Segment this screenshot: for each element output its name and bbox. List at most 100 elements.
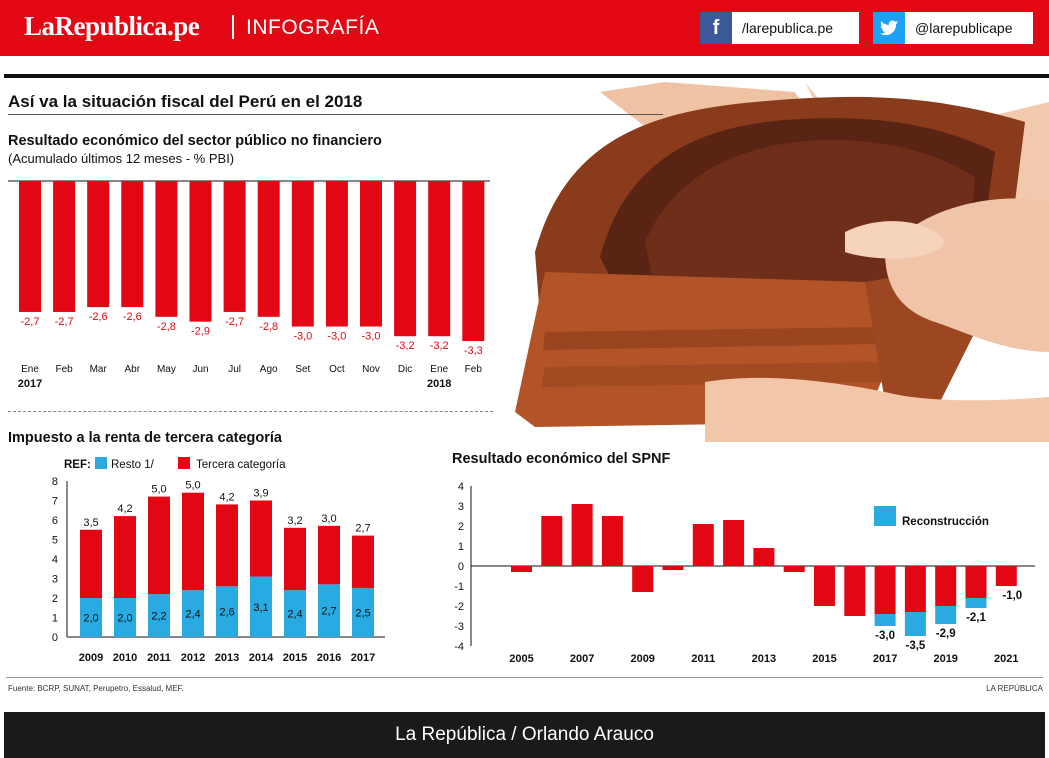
chart1-bar [53, 181, 76, 312]
chart1-bar [19, 181, 41, 312]
chart3-x-tick: 2005 [509, 653, 533, 665]
chart1-bar [121, 181, 144, 308]
chart2-legend-resto: Resto 1/ [111, 459, 155, 471]
chart1-bar [462, 181, 485, 342]
chart3-y-tick: -3 [454, 621, 464, 633]
chart1-month-label: Abr [125, 364, 141, 375]
chart3-bar-reconstruccion [904, 612, 926, 636]
chart1-value-label: -3,3 [464, 345, 483, 357]
chart1-bar [291, 181, 314, 327]
chart1-bar [87, 181, 110, 308]
chart3-value-label: -2,9 [936, 628, 956, 640]
chart3-x-tick: 2009 [630, 653, 654, 665]
chart3-legend-swatch [874, 506, 896, 526]
chart3-y-tick: 1 [458, 541, 464, 553]
chart2-svg: REF: Resto 1/Tercera categoría 0 1 2 3 4 5 6 7 8 2,… [52, 457, 385, 664]
chart2-label-tercera: 5,0 [185, 480, 200, 492]
source-note: Fuente: BCRP, SUNAT, Perupetro, Essalud,… [8, 684, 184, 693]
chart2-label-tercera: 4,2 [219, 491, 234, 503]
chart1-value-label: -3,0 [293, 331, 312, 343]
chart2-label-resto: 2,2 [151, 611, 166, 623]
section-divider [8, 411, 493, 412]
chart2-y-tick: 3 [52, 574, 58, 586]
top-band [4, 74, 1049, 78]
chart2-y-tick: 1 [52, 613, 58, 625]
chart3-bar-reconstruccion [874, 614, 896, 626]
chart3-bar [541, 516, 563, 566]
chart2-label-tercera: 2,7 [355, 523, 370, 535]
chart1-bar [325, 181, 348, 327]
chart1-value-label: -3,0 [362, 331, 381, 343]
chart2-bar-resto [318, 584, 340, 637]
chart3-title: Resultado económico del SPNF [452, 451, 671, 467]
chart1-bar [394, 181, 417, 337]
twitter-link[interactable]: @larepublicape [873, 12, 1033, 44]
chart1-month-label: Mar [90, 364, 108, 375]
chart2-label-resto: 2,5 [355, 608, 370, 620]
chart2-label-resto: 3,1 [253, 602, 268, 614]
chart2-x-tick: 2015 [283, 652, 307, 664]
chart3-bar [904, 566, 926, 612]
chart2-x-tick: 2009 [79, 652, 103, 664]
chart2-x-tick: 2013 [215, 652, 239, 664]
chart3-value-label: -2,1 [966, 612, 986, 624]
header-separator [232, 15, 234, 39]
chart1-title: Resultado económico del sector público n… [8, 133, 382, 149]
chart1-value-label: -2,6 [89, 311, 108, 323]
wallet-photo [515, 82, 1049, 442]
chart3-bar [753, 548, 775, 566]
chart1-month-label: Jun [192, 364, 208, 375]
chart2-label-tercera: 5,0 [151, 484, 166, 496]
chart1-month-label: Oct [329, 364, 345, 375]
footer-rule [6, 677, 1043, 678]
chart2-y-tick: 7 [52, 496, 58, 508]
chart3-bar [783, 566, 805, 572]
chart1-value-label: -2,7 [21, 316, 40, 328]
chart2-label-tercera: 3,0 [321, 513, 336, 525]
brand-logo[interactable]: LaRepublica.pe [24, 11, 200, 41]
chart3-bar [511, 566, 532, 572]
chart1-month-label: Ene [21, 364, 39, 375]
facebook-link[interactable]: f /larepublica.pe [700, 12, 859, 44]
chart2-x-tick: 2012 [181, 652, 205, 664]
chart2-label-resto: 2,7 [321, 606, 336, 618]
chart3-y-tick: 2 [458, 521, 464, 533]
chart1-month-label: Feb [55, 364, 73, 375]
chart3-y-tick: -4 [454, 641, 464, 653]
chart1-value-label: -2,8 [259, 321, 278, 333]
chart1-month-label: Nov [362, 364, 380, 375]
chart2-bar-tercera [114, 516, 136, 598]
chart3-svg: 43210-1-2-3-4Reconstrucción-3,0-3,5-2,9-… [454, 481, 1035, 665]
chart3-bar [692, 524, 714, 566]
chart3-legend-label: Reconstrucción [902, 516, 989, 528]
chart2-label-tercera: 4,2 [117, 503, 132, 515]
chart2-bar-resto [216, 586, 238, 637]
chart2-legend-prefix: REF: [64, 459, 91, 471]
chart2-bar-resto [114, 598, 136, 637]
chart2-bar-resto [148, 594, 170, 637]
chart2-bar-tercera [250, 500, 272, 577]
chart1-month-label: Ene [430, 364, 448, 375]
chart2-legend-swatch-tercera [178, 457, 190, 469]
chart2-y-tick: 5 [52, 535, 58, 547]
chart2-x-tick: 2016 [317, 652, 341, 664]
chart3-bar [814, 566, 835, 606]
chart3-bar [601, 516, 623, 566]
chart1-month-label: Feb [465, 364, 483, 375]
chart2-bar-resto [182, 590, 204, 637]
chart1-bar [155, 181, 178, 317]
chart1-value-label: -3,0 [327, 331, 346, 343]
chart2-legend-tercera: Tercera categoría [196, 459, 286, 471]
chart3-y-tick: -1 [454, 581, 464, 593]
chart3-bar [874, 566, 896, 614]
chart2-label-resto: 2,4 [287, 609, 302, 621]
chart3-bar [935, 566, 957, 606]
chart2-label-tercera: 3,2 [287, 515, 302, 527]
chart1-year-label: 2017 [18, 378, 42, 390]
chart2-label-tercera: 3,5 [83, 517, 98, 529]
chart3-x-tick: 2007 [570, 653, 594, 665]
chart1-month-label: Set [295, 364, 310, 375]
chart3-y-tick: 3 [458, 501, 464, 513]
chart1-bar [360, 181, 382, 327]
chart3-y-tick: 0 [458, 561, 464, 573]
